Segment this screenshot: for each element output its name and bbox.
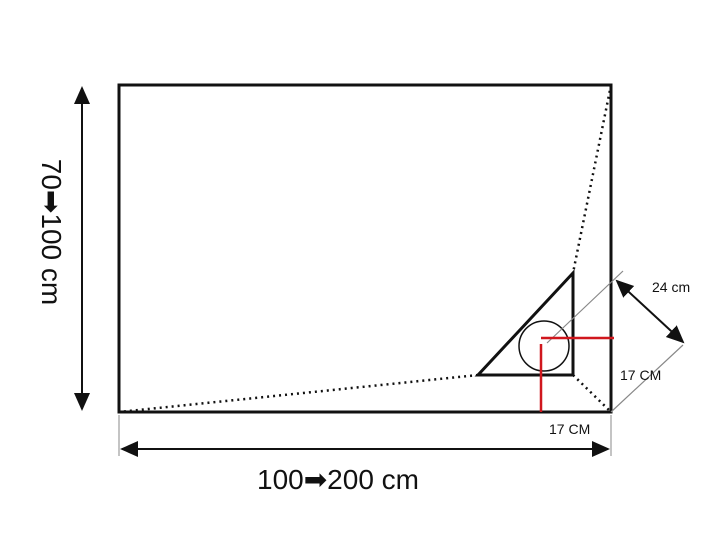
side-bottom-label: 17 CM [549, 421, 590, 437]
drain-triangle [474, 269, 575, 377]
diagonal-label: 24 cm [652, 279, 690, 295]
drain-circle [518, 320, 570, 372]
slope-line-corner [572, 374, 612, 413]
guide-corner [610, 344, 684, 413]
height-label: 70➡100 cm [36, 159, 67, 305]
width-label: 100➡200 cm [257, 464, 419, 495]
tray-outline [117, 83, 613, 414]
side-right-label: 17 CM [620, 367, 661, 383]
slope-line-left [118, 373, 479, 414]
diagonal-arrow [615, 279, 685, 344]
guide-diagonal [546, 270, 624, 344]
slope-line-top [571, 84, 613, 274]
